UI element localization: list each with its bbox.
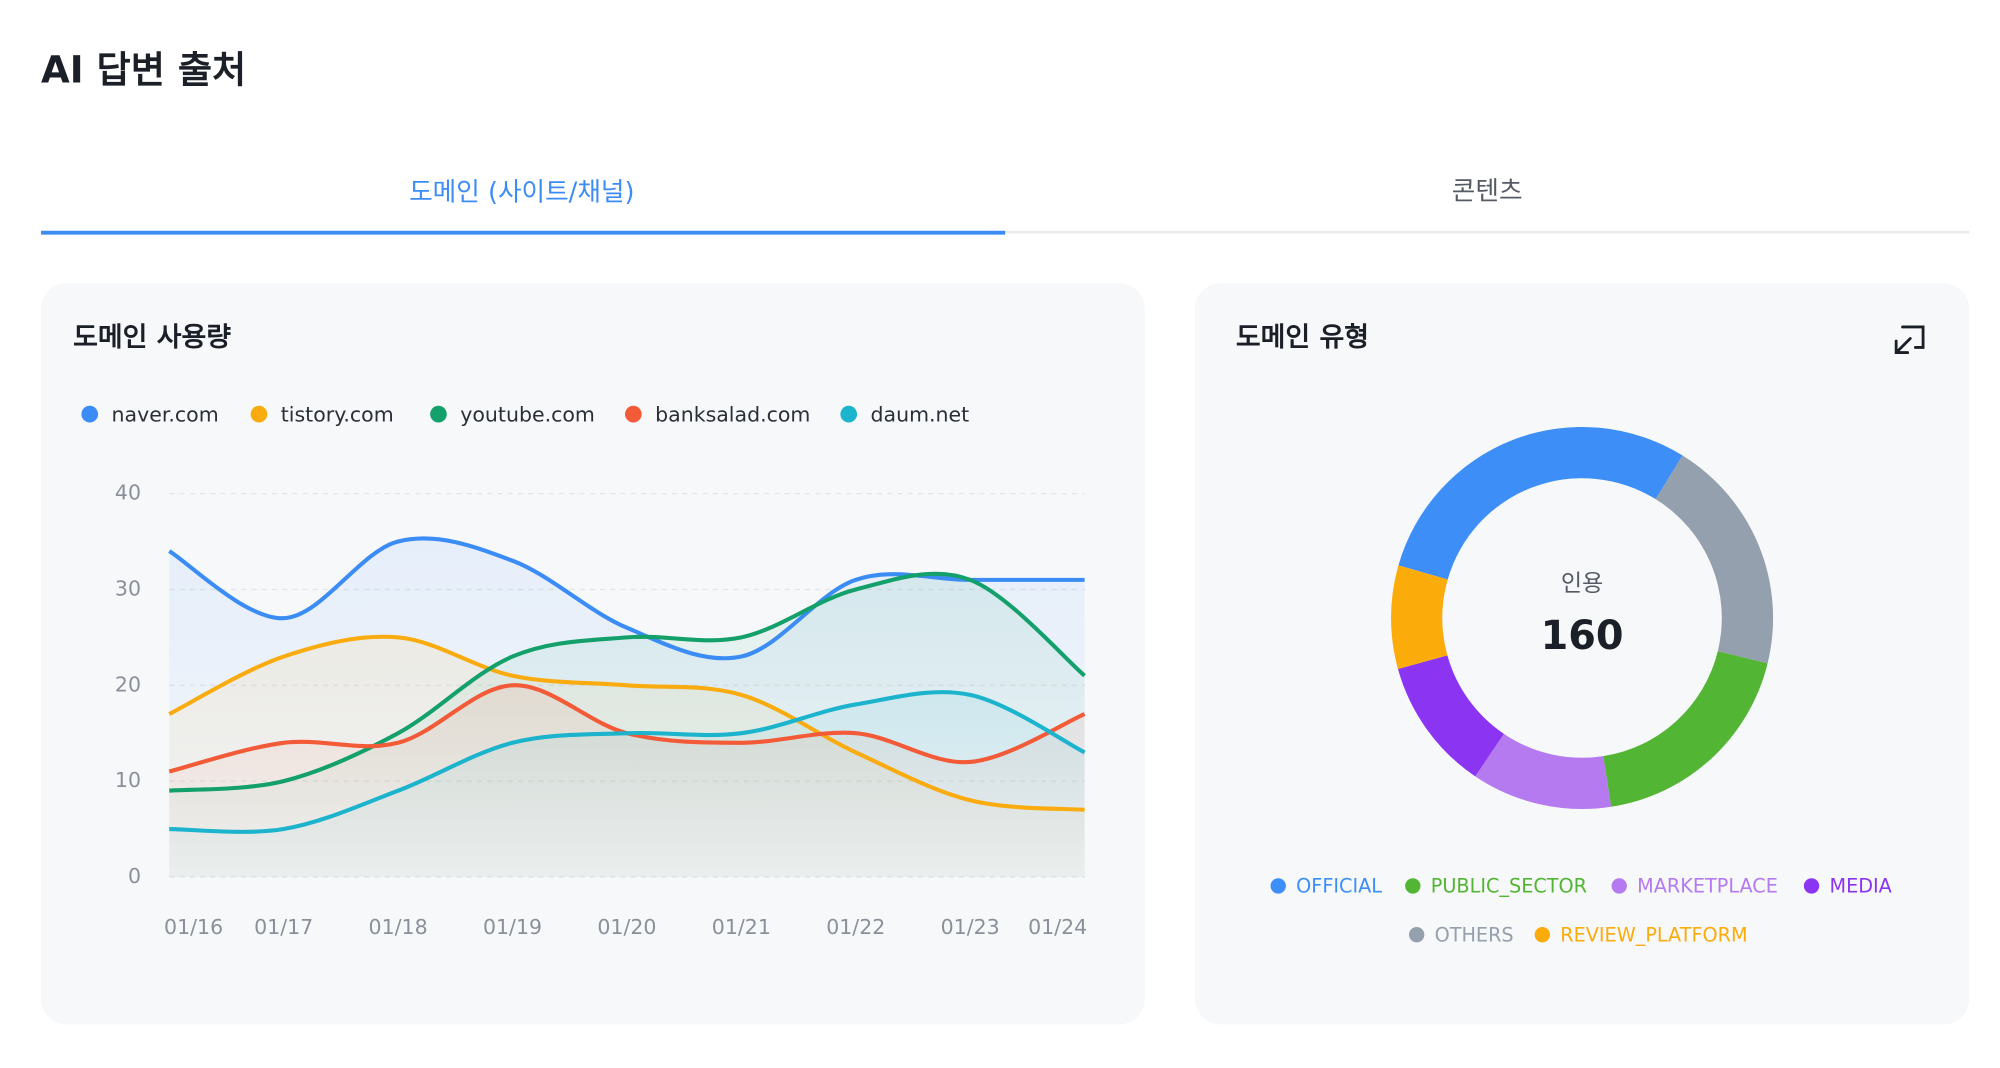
legend-marker (430, 405, 447, 423)
page-title: AI 답변 출처 (41, 47, 246, 91)
legend-marker (840, 405, 858, 423)
y-tick-label: 20 (115, 672, 141, 696)
legend-marker (81, 405, 99, 423)
donut-segment (1398, 426, 1683, 580)
donut-segment (1475, 733, 1612, 809)
legend-marker (1611, 878, 1627, 894)
series-line (168, 634, 1085, 812)
legend-label: MEDIA (1829, 875, 1891, 898)
legend-label: youtube.com (460, 402, 595, 426)
series-area (169, 692, 1085, 877)
x-tick-label: 01/24 (1028, 915, 1087, 939)
legend-label: REVIEW_PLATFORM (1560, 923, 1747, 946)
legend-marker (1408, 926, 1425, 943)
x-tick-label: 01/21 (712, 915, 771, 939)
tab[interactable]: 콘텐츠 (1452, 176, 1523, 206)
y-tick-label: 0 (128, 864, 141, 888)
center-label: 인용 (1561, 571, 1603, 597)
legend-marker (1270, 878, 1286, 894)
legend-label: banksalad.com (655, 402, 810, 426)
x-tick-label: 01/17 (254, 915, 313, 939)
card (1194, 283, 1970, 1025)
donut-segment (1603, 651, 1768, 807)
y-tick-label: 10 (115, 768, 141, 792)
legend-label: daum.net (871, 402, 970, 426)
tab-indicator (41, 230, 1006, 235)
donut-segment (1391, 565, 1448, 670)
y-tick-label: 30 (115, 576, 141, 600)
legend-label: MARKETPLACE (1637, 875, 1778, 898)
legend-marker (1405, 878, 1421, 894)
legend-label: PUBLIC_SECTOR (1431, 875, 1587, 898)
legend-label: OFFICIAL (1296, 875, 1382, 898)
y-tick-label: 40 (115, 481, 141, 505)
legend-label: naver.com (112, 402, 219, 426)
x-tick-label: 01/19 (483, 915, 542, 939)
donut-segment (1397, 655, 1504, 777)
x-tick-label: 01/18 (369, 915, 428, 939)
legend-marker (1803, 878, 1820, 894)
legend-label: OTHERS (1435, 923, 1514, 946)
x-tick-label: 01/22 (826, 915, 885, 939)
legend-marker (625, 405, 642, 423)
tab-active[interactable]: 도메인 (사이트/채널) (409, 178, 634, 208)
x-tick-label: 01/23 (941, 915, 1000, 939)
legend-marker (250, 405, 268, 423)
x-tick-label: 01/20 (597, 915, 656, 939)
card-title: 도메인 사용량 (73, 322, 231, 353)
donut-segment (1655, 455, 1774, 664)
series-line (169, 690, 1086, 834)
center-value: 160 (1541, 613, 1624, 659)
legend-label: tistory.com (281, 402, 394, 426)
series-line (169, 571, 1086, 793)
x-tick-label: 01/16 (164, 915, 223, 939)
expand-icon[interactable] (1894, 325, 1925, 354)
legend-marker (1534, 926, 1550, 943)
card-title: 도메인 유형 (1236, 322, 1369, 353)
